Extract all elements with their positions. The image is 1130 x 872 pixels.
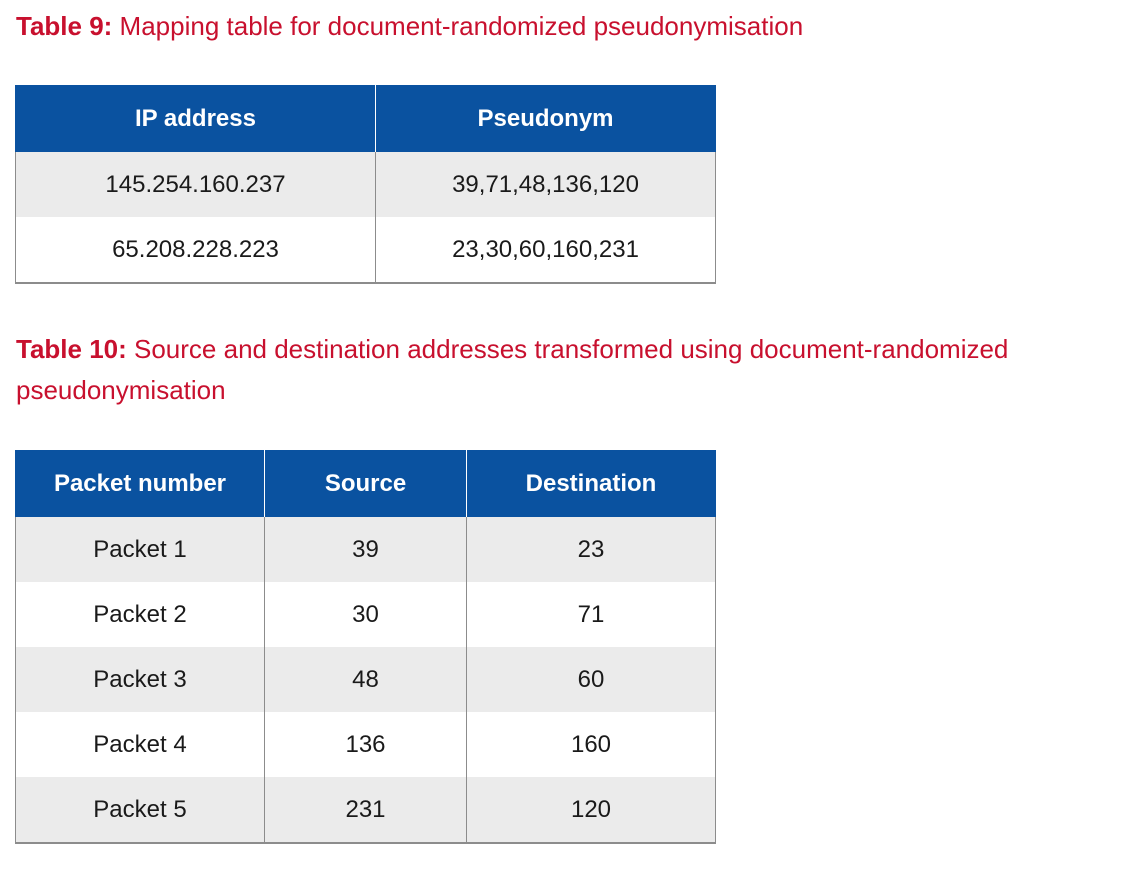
packet-number-cell: Packet 3 (15, 647, 265, 712)
source-cell: 136 (264, 712, 467, 777)
ip-pseudonym-mapping-table: IP address Pseudonym 145.254.160.237 39,… (15, 85, 716, 284)
source-cell: 48 (264, 647, 467, 712)
table-10-caption-text: Source and destination addresses transfo… (16, 334, 1009, 405)
destination-cell: 160 (466, 712, 716, 777)
source-cell: 30 (264, 582, 467, 647)
ip-address-cell: 65.208.228.223 (15, 217, 376, 284)
pseudonym-cell: 23,30,60,160,231 (375, 217, 716, 284)
header-destination: Destination (466, 450, 716, 517)
table-header-row: IP address Pseudonym (15, 85, 716, 152)
table-9-caption-label: Table 9: (16, 11, 113, 41)
table-header-row: Packet number Source Destination (15, 450, 716, 517)
table-9-caption: Table 9: Mapping table for document-rand… (16, 6, 1116, 47)
packet-number-cell: Packet 5 (15, 777, 265, 844)
destination-cell: 71 (466, 582, 716, 647)
table-row: Packet 2 30 71 (15, 582, 716, 647)
pseudonym-cell: 39,71,48,136,120 (375, 152, 716, 217)
destination-cell: 60 (466, 647, 716, 712)
table-9-caption-text: Mapping table for document-randomized ps… (112, 11, 804, 41)
table-row: Packet 5 231 120 (15, 777, 716, 844)
destination-cell: 120 (466, 777, 716, 844)
table-row: 65.208.228.223 23,30,60,160,231 (15, 217, 716, 284)
table-row: Packet 1 39 23 (15, 517, 716, 582)
table-10-caption: Table 10: Source and destination address… (16, 329, 1121, 411)
packet-number-cell: Packet 4 (15, 712, 265, 777)
source-cell: 231 (264, 777, 467, 844)
table-row: Packet 4 136 160 (15, 712, 716, 777)
packet-addresses-table: Packet number Source Destination Packet … (15, 450, 716, 844)
packet-number-cell: Packet 1 (15, 517, 265, 582)
table-row: 145.254.160.237 39,71,48,136,120 (15, 152, 716, 217)
table-row: Packet 3 48 60 (15, 647, 716, 712)
packet-number-cell: Packet 2 (15, 582, 265, 647)
ip-address-cell: 145.254.160.237 (15, 152, 376, 217)
header-packet-number: Packet number (15, 450, 265, 517)
table-10-caption-label: Table 10: (16, 334, 127, 364)
destination-cell: 23 (466, 517, 716, 582)
header-source: Source (264, 450, 467, 517)
header-pseudonym: Pseudonym (375, 85, 716, 152)
source-cell: 39 (264, 517, 467, 582)
header-ip-address: IP address (15, 85, 376, 152)
